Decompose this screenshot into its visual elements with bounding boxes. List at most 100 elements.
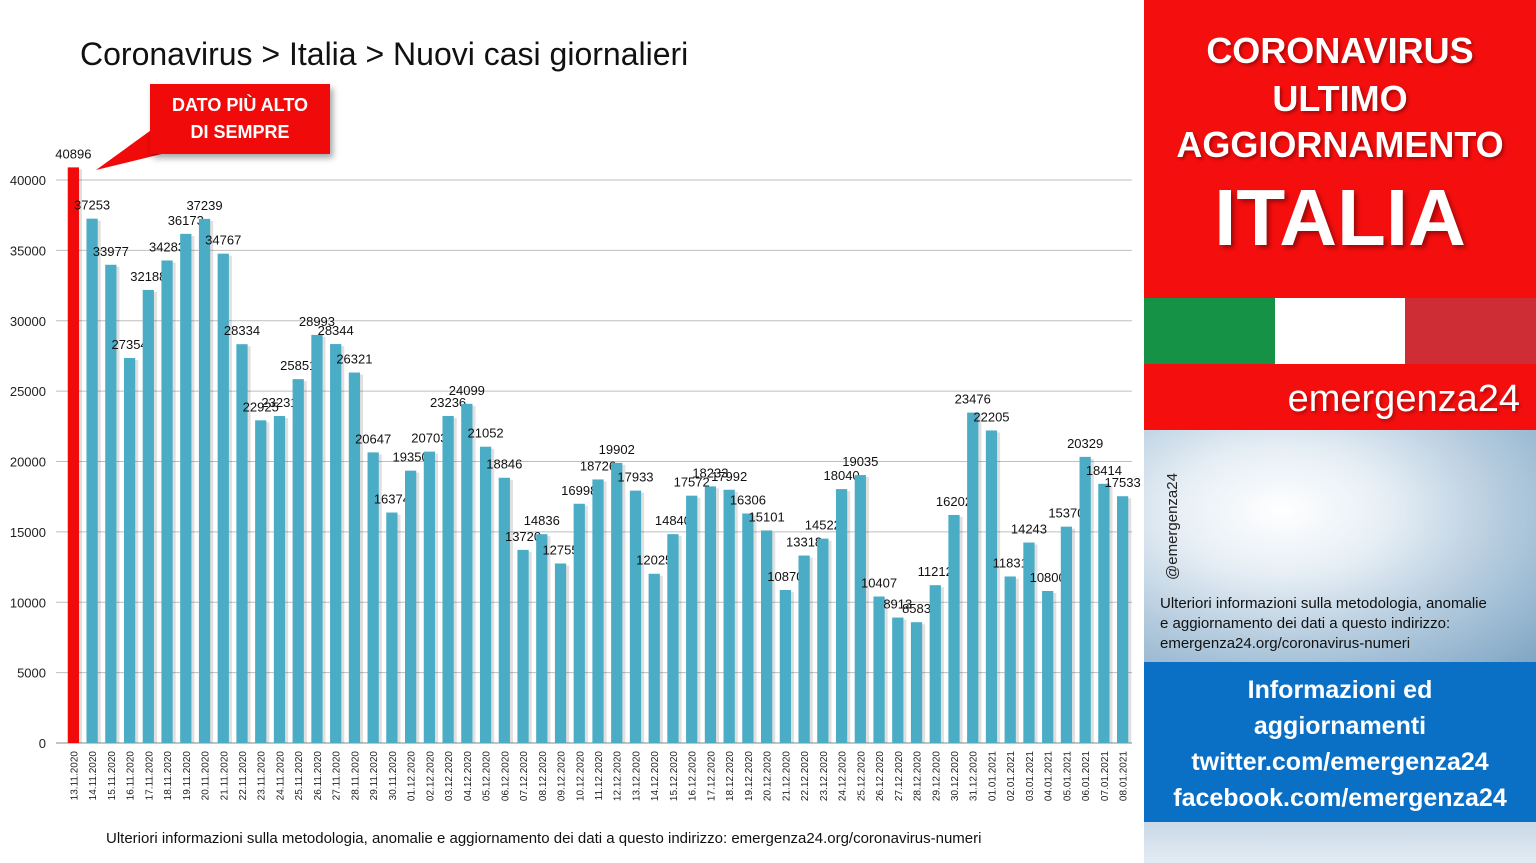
data-label: 20703 [411,431,447,446]
bar [405,470,417,743]
twitter-handle: @emergenza24 [1164,473,1181,580]
data-label: 33977 [93,244,129,259]
data-label: 22205 [973,409,1009,424]
bar [142,289,154,743]
x-tick-label: 16.12.2020 [688,751,699,801]
info-panel: CORONAVIRUS ULTIMO AGGIORNAMENTO ITALIA … [1144,0,1536,863]
x-tick-label: 09.12.2020 [557,751,568,801]
y-tick-label: 35000 [10,243,46,258]
data-label: 19350 [393,450,429,465]
data-label: 11831 [993,555,1028,570]
x-tick-label: 18.12.2020 [725,751,736,801]
twitter-link[interactable]: twitter.com/emergenza24 [1191,748,1489,776]
headline-line-2: ULTIMO [1272,78,1408,119]
data-label: 13720 [505,529,541,544]
y-tick-label: 40000 [10,173,46,188]
bar [817,538,829,743]
x-tick-label: 21.12.2020 [781,751,792,801]
x-tick-label: 25.11.2020 [294,751,305,801]
headline-box: CORONAVIRUS ULTIMO AGGIORNAMENTO ITALIA [1144,0,1536,298]
x-tick-label: 13.11.2020 [69,751,80,801]
facebook-link[interactable]: facebook.com/emergenza24 [1173,784,1507,812]
bar [273,416,286,743]
x-tick-label: 28.12.2020 [913,751,924,801]
y-tick-label: 10000 [10,595,46,610]
y-tick-label: 15000 [10,525,46,540]
x-tick-label: 02.01.2021 [1006,751,1017,801]
bar [498,477,510,743]
data-label: 24099 [449,383,485,398]
data-label: 25851 [280,358,316,373]
x-tick-label: 24.11.2020 [275,751,286,801]
data-label: 17933 [617,470,653,485]
x-tick-label: 16.11.2020 [126,751,137,801]
data-label: 23231 [261,395,297,410]
data-label: 37239 [186,198,222,213]
data-label: 28344 [318,323,354,338]
bar [198,218,211,743]
y-tick-label: 25000 [10,384,46,399]
x-tick-label: 11.12.2020 [594,751,605,801]
x-tick-label: 30.12.2020 [950,751,961,801]
data-label: 13318 [786,535,822,550]
bar [386,512,398,743]
data-label: 28334 [224,323,260,338]
bar [611,462,623,743]
social-line-1: Informazioni ed [1247,676,1433,704]
data-label: 37253 [74,198,110,213]
y-tick-label: 20000 [10,455,46,470]
data-label: 14836 [524,513,560,528]
x-tick-label: 17.12.2020 [706,751,717,801]
bar [461,403,473,743]
x-tick-label: 18.11.2020 [163,751,174,801]
x-tick-label: 13.12.2020 [631,751,642,801]
callout-line-2: DI SEMPRE [190,122,290,142]
bar [536,534,548,743]
x-tick-label: 08.12.2020 [538,751,549,801]
bar [648,573,660,743]
x-tick-label: 05.01.2021 [1062,751,1073,801]
data-label: 34283 [149,239,185,254]
bar [573,503,585,743]
bottom-strip [1144,822,1536,863]
bar [367,452,379,743]
data-label: 11212 [918,564,953,579]
data-label: 8583 [902,601,931,616]
x-tick-label: 26.12.2020 [875,751,886,801]
data-label: 23236 [430,395,466,410]
x-tick-label: 10.12.2020 [575,751,586,801]
bar [517,549,529,743]
data-label: 19902 [599,442,635,457]
bar [892,617,904,743]
data-label: 16202 [936,494,972,509]
bar [180,233,192,743]
data-label: 34767 [205,233,241,248]
methodology-info: Ulteriori informazioni sulla metodologia… [1160,594,1520,654]
x-tick-label: 05.12.2020 [482,751,493,801]
data-label: 18040 [824,468,860,483]
x-tick-label: 07.12.2020 [519,751,530,801]
bar [873,596,885,743]
info-line-2: e aggiornamento dei dati a questo indiri… [1160,615,1451,632]
highest-value-callout: DATO PIÙ ALTO DI SEMPRE [150,84,330,154]
data-label: 16998 [561,483,597,498]
bar-chart: 0 5000 10000 15000 20000 25000 30000 35000 40000… [10,128,1141,801]
flag-red-stripe [1405,298,1536,364]
bar [1079,456,1091,743]
x-tick-label: 20.11.2020 [201,751,212,801]
x-tick-label: 22.12.2020 [800,751,811,801]
x-tick-label: 29.11.2020 [369,751,380,801]
x-tick-label: 14.11.2020 [88,751,99,801]
flag-green-stripe [1144,298,1275,364]
data-label: 14522 [805,518,841,533]
x-tick-label: 01.12.2020 [407,751,418,801]
x-tick-label: 06.01.2021 [1081,751,1092,801]
x-tick-label: 27.12.2020 [894,751,905,801]
bar [255,420,267,743]
data-label: 18414 [1086,463,1122,478]
bar [835,489,848,743]
data-label: 17572 [674,475,710,490]
bar [985,430,998,743]
x-tick-label: 14.12.2020 [650,751,661,801]
x-tick-label: 31.12.2020 [969,751,980,801]
